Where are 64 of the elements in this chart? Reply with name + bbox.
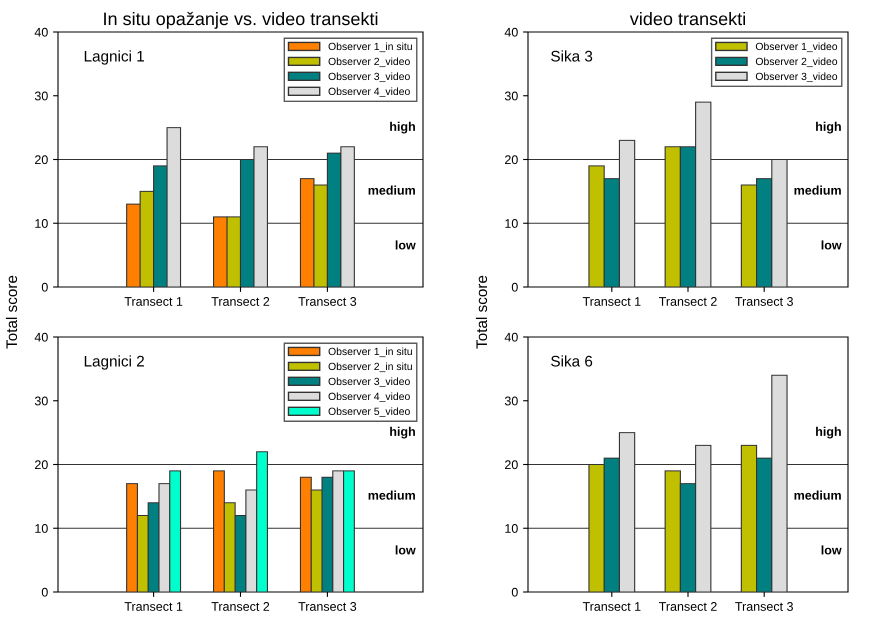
y-tick-label: 40	[504, 332, 518, 342]
y-tick-label: 20	[505, 460, 518, 470]
x-tick-label: Transect 1	[124, 297, 182, 306]
annotation: high	[390, 122, 415, 134]
y-tick-label: 10	[35, 524, 48, 533]
y-axis-title: Total score	[6, 276, 18, 349]
x-tick-label: Transect 2	[658, 602, 717, 611]
y-tick-label: 0	[512, 282, 518, 292]
text: Sika 6	[551, 355, 592, 367]
legend-label: Observer 2_video	[328, 57, 410, 68]
text: Lagnici 1	[84, 50, 144, 65]
x-tick-label: Transect 1	[582, 297, 640, 306]
y-tick-label: 0	[42, 588, 48, 597]
legend-label: Observer 3_video	[756, 72, 838, 82]
y-tick-label: 20	[35, 460, 48, 470]
legend-label: Observer 1_in situ	[328, 347, 412, 358]
annotation: medium	[368, 490, 415, 500]
legend-label: Observer 1_in situ	[328, 42, 412, 52]
y-tick-label: 40	[34, 28, 48, 37]
x-tick-label: Transect 2	[211, 602, 270, 611]
y-tick-label: 0	[512, 588, 518, 597]
annotation: medium	[368, 186, 415, 195]
legend-label: Observer 3_video	[328, 377, 410, 388]
text: Sika 3	[551, 50, 592, 62]
legend-label: Observer 5_video	[328, 407, 410, 417]
legend-label: Observer 4_video	[328, 87, 410, 98]
annotation: medium	[794, 186, 841, 195]
x-tick-label: Transect 3	[298, 297, 356, 306]
y-tick-label: 20	[505, 155, 518, 164]
annotation: medium	[794, 490, 841, 500]
annotation: low	[396, 240, 416, 250]
y-tick-label: 10	[505, 219, 518, 228]
y-tick-label: 10	[505, 524, 518, 533]
x-tick-label: Transect 2	[658, 297, 717, 306]
annotation: high	[390, 426, 415, 438]
x-tick-label: Transect 3	[735, 602, 793, 611]
y-tick-label: 40	[504, 28, 518, 37]
chart-title: video transekti	[630, 12, 745, 26]
x-tick-label: Transect 1	[124, 602, 182, 611]
x-tick-label: Transect 2	[211, 297, 270, 306]
annotation: low	[396, 545, 416, 555]
y-tick-label: 10	[35, 219, 48, 228]
annotation: low	[822, 545, 842, 555]
y-tick-label: 20	[35, 155, 48, 164]
x-tick-label: Transect 3	[735, 297, 793, 306]
y-axis-title: Total score	[476, 276, 488, 349]
legend-label: Observer 4_video	[328, 392, 410, 402]
y-tick-label: 30	[34, 396, 48, 406]
y-tick-label: 0	[42, 282, 48, 292]
y-tick-label: 30	[504, 396, 518, 406]
legend-label: Observer 1_video	[756, 42, 838, 52]
legend-label: Observer 2_in situ	[328, 362, 412, 372]
y-tick-label: 30	[504, 92, 518, 100]
annotation: high	[816, 426, 841, 438]
chart-title: In situ opažanje vs. video transekti	[104, 12, 378, 29]
y-tick-label: 30	[34, 92, 48, 100]
x-tick-label: Transect 3	[298, 602, 356, 611]
annotation: low	[822, 240, 842, 250]
y-tick-label: 40	[34, 332, 48, 342]
x-tick-label: Transect 1	[582, 602, 640, 611]
annotation: high	[816, 122, 841, 134]
legend-label: Observer 3_video	[328, 72, 410, 82]
text: Lagnici 2	[84, 355, 144, 370]
legend-label: Observer 2_video	[756, 57, 838, 68]
